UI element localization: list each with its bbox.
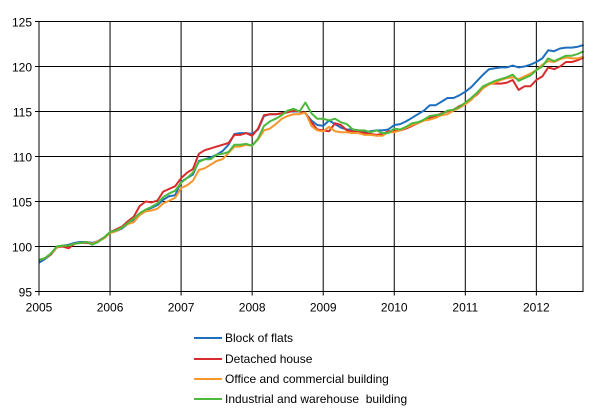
legend-swatch [194, 398, 222, 401]
y-tick-label: 100 [12, 241, 32, 255]
legend-swatch [194, 337, 222, 340]
series-line-3 [38, 50, 585, 261]
y-tick-label: 95 [19, 286, 33, 300]
legend-label: Detached house [225, 351, 313, 366]
series-lines [38, 43, 585, 264]
legend-item-detached-house: Detached house [194, 348, 407, 368]
x-tick-label: 2011 [452, 301, 478, 315]
x-tick-label: 2012 [523, 301, 550, 315]
x-tick-label: 2009 [310, 301, 337, 315]
y-tick-label: 110 [13, 151, 32, 165]
x-tick-label: 2005 [26, 301, 53, 315]
series-line-2 [38, 55, 584, 261]
x-tick-label: 2006 [97, 301, 124, 315]
x-tick-label: 2007 [168, 301, 195, 315]
legend-label: Block of flats [225, 331, 294, 346]
series-line-0 [38, 43, 584, 264]
legend-swatch [194, 377, 222, 380]
legend-item-block-of-flats: Block of flats [194, 328, 407, 348]
x-tick-label: 2008 [239, 301, 266, 315]
legend: Block of flats Detached house Office and… [194, 328, 407, 410]
y-axis-ticks: 95 100 105 110 115 120 125 [12, 16, 32, 300]
y-tick-label: 120 [12, 61, 32, 75]
plot-frame [38, 21, 584, 292]
legend-swatch [194, 357, 222, 360]
legend-item-industrial-warehouse: Industrial and warehouse building [194, 389, 407, 409]
y-tick-label: 125 [12, 16, 32, 30]
legend-item-office-commercial: Office and commercial building [194, 369, 407, 389]
x-tick-label: 2010 [381, 301, 408, 315]
legend-label: Office and commercial building [225, 371, 389, 386]
x-axis-ticks: 2005 2006 2007 2008 2009 2010 2011 2012 [26, 301, 550, 315]
legend-label: Industrial and warehouse building [225, 392, 408, 407]
y-tick-label: 115 [13, 106, 32, 120]
gridlines [35, 21, 583, 296]
y-tick-label: 105 [12, 196, 32, 210]
